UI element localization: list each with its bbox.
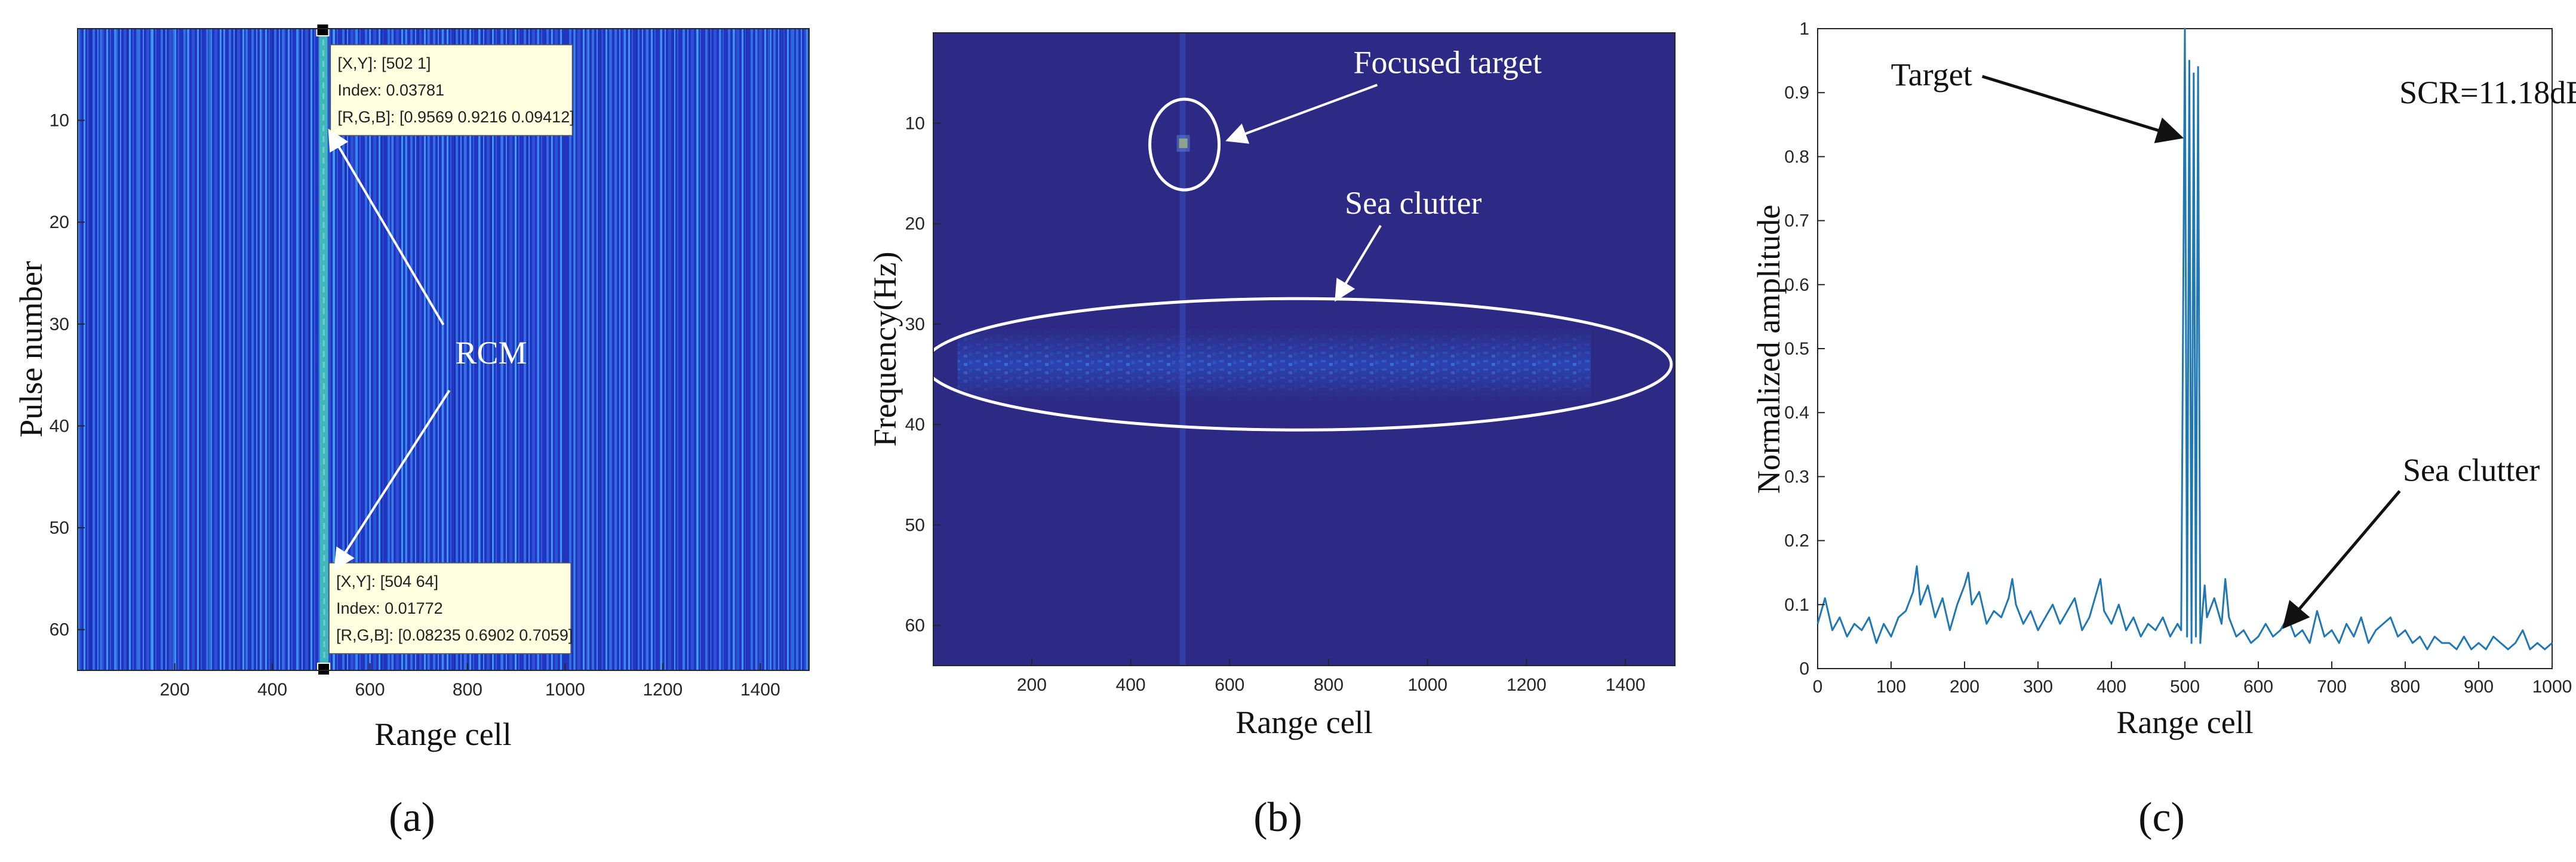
b-xlabel: Range cell bbox=[1235, 704, 1372, 740]
c-ytick-label: 0.9 bbox=[1784, 83, 1809, 103]
c-ytick-label: 0.6 bbox=[1784, 275, 1809, 295]
a-ytick-label: 30 bbox=[50, 315, 69, 334]
c-xtick-label: 200 bbox=[1950, 677, 1979, 697]
clutter-fade bbox=[957, 329, 1591, 400]
c-xtick-label: 100 bbox=[1876, 677, 1906, 697]
datatip-index: Index: 0.03781 bbox=[337, 81, 444, 99]
annotation-scr: SCR=11.18dB bbox=[2399, 75, 2576, 110]
c-ytick-label: 0 bbox=[1799, 659, 1809, 679]
c-xtick-label: 1000 bbox=[2532, 677, 2572, 697]
annotation-rcm: RCM bbox=[456, 335, 527, 371]
b-ytick-label: 40 bbox=[905, 415, 925, 435]
datatip-box bbox=[328, 562, 571, 654]
target-column-trace bbox=[1179, 33, 1186, 666]
b-xtick-label: 1400 bbox=[1606, 675, 1646, 695]
c-xtick-label: 900 bbox=[2464, 677, 2494, 697]
c-xtick-label: 800 bbox=[2390, 677, 2420, 697]
b-ylabel: Frequency(Hz) bbox=[867, 252, 903, 447]
c-ytick-label: 0.5 bbox=[1784, 339, 1809, 359]
panel-b: Focused target Sea clutter 200 400 600 800 10… bbox=[867, 32, 1676, 841]
b-xtick-label: 1200 bbox=[1507, 675, 1547, 695]
datatip-marker[interactable] bbox=[316, 23, 330, 36]
annotation-sea-clutter: Sea clutter bbox=[2403, 452, 2540, 488]
b-axes-frame bbox=[933, 32, 1676, 666]
a-xtick-label: 400 bbox=[257, 680, 287, 700]
a-ytick-label: 40 bbox=[50, 416, 69, 436]
datatip-xy: [X,Y]: [502 1] bbox=[337, 54, 431, 72]
a-ytick-label: 20 bbox=[50, 213, 69, 232]
b-ytick-label: 60 bbox=[905, 616, 925, 636]
datatip-rgb: [R,G,B]: [0.9569 0.9216 0.09412] bbox=[337, 108, 574, 126]
a-ytick-label: 60 bbox=[50, 620, 69, 640]
a-xlabel: Range cell bbox=[374, 716, 511, 752]
b-xtick-label: 800 bbox=[1314, 675, 1344, 695]
b-ytick-label: 10 bbox=[905, 113, 925, 133]
amplitude-line bbox=[1816, 27, 2553, 651]
a-xtick-label: 200 bbox=[160, 680, 190, 700]
a-panel-label: (a) bbox=[389, 795, 435, 841]
c-ytick-label: 1 bbox=[1799, 19, 1809, 39]
annotation-target: Target bbox=[1891, 57, 1972, 93]
c-xtick-label: 400 bbox=[2097, 677, 2126, 697]
target-ellipse bbox=[1148, 97, 1221, 192]
rcm-track bbox=[319, 29, 329, 670]
a-ytick-label: 10 bbox=[50, 111, 69, 131]
datatip-xy: [X,Y]: [504 64] bbox=[336, 572, 438, 590]
rcm-arrow-up bbox=[328, 128, 445, 326]
a-ylabel: Pulse number bbox=[13, 261, 49, 437]
b-xtick-label: 1000 bbox=[1407, 675, 1447, 695]
sea-clutter-arrow bbox=[1335, 224, 1382, 302]
a-axes-frame bbox=[77, 28, 810, 671]
rcm-arrow-down bbox=[334, 389, 451, 571]
b-ytick-label: 20 bbox=[905, 214, 925, 234]
c-ytick-label: 0.4 bbox=[1784, 403, 1809, 423]
focused-target-arrow bbox=[1225, 84, 1378, 144]
b-ytick-label: 50 bbox=[905, 515, 925, 535]
a-xtick-label: 600 bbox=[355, 680, 385, 700]
c-xlabel: Range cell bbox=[2116, 704, 2253, 740]
b-panel-label: (b) bbox=[1253, 795, 1302, 841]
a-xtick-label: 1400 bbox=[740, 680, 780, 700]
b-xtick-label: 200 bbox=[1017, 675, 1047, 695]
c-xtick-label: 0 bbox=[1813, 677, 1823, 697]
datatip-marker[interactable] bbox=[317, 663, 331, 676]
c-xtick-label: 700 bbox=[2317, 677, 2347, 697]
c-ytick-label: 0.1 bbox=[1784, 595, 1809, 615]
panel-a: [X,Y]: [502 1] Index: 0.03781 [R,G,B]: [0.… bbox=[13, 23, 810, 841]
c-xtick-label: 500 bbox=[2170, 677, 2200, 697]
a-xtick-label: 1200 bbox=[643, 680, 683, 700]
c-xtick-label: 300 bbox=[2023, 677, 2053, 697]
c-ylabel: Normalized amplitude bbox=[1751, 205, 1787, 494]
c-panel-label: (c) bbox=[2138, 795, 2185, 841]
c-xtick-label: 600 bbox=[2243, 677, 2273, 697]
datatip-index: Index: 0.01772 bbox=[336, 599, 443, 617]
annotation-sea-clutter: Sea clutter bbox=[1345, 185, 1481, 221]
c-ytick-label: 0.2 bbox=[1784, 531, 1809, 551]
b-xtick-label: 400 bbox=[1116, 675, 1146, 695]
annotation-focused-target: Focused target bbox=[1353, 44, 1541, 80]
c-ytick-label: 0.7 bbox=[1784, 211, 1809, 231]
target-arrow bbox=[1981, 75, 2184, 143]
datatip-rgb: [R,G,B]: [0.08235 0.6902 0.7059] bbox=[336, 626, 573, 644]
c-ytick-label: 0.3 bbox=[1784, 467, 1809, 487]
clutter-ellipse bbox=[923, 297, 1673, 432]
target-point-glow bbox=[1176, 135, 1190, 152]
a-xtick-label: 1000 bbox=[545, 680, 585, 700]
a-xtick-label: 800 bbox=[453, 680, 482, 700]
datatip-box bbox=[330, 44, 573, 136]
c-ytick-label: 0.8 bbox=[1784, 147, 1809, 167]
sea-clutter-arrow bbox=[2282, 490, 2401, 629]
panel-c: Target SCR=11.18dB Sea clutter 0 100 200 300 4… bbox=[1751, 19, 2576, 841]
a-ytick-label: 50 bbox=[50, 518, 69, 538]
b-ytick-label: 30 bbox=[905, 315, 925, 334]
b-xtick-label: 600 bbox=[1215, 675, 1244, 695]
